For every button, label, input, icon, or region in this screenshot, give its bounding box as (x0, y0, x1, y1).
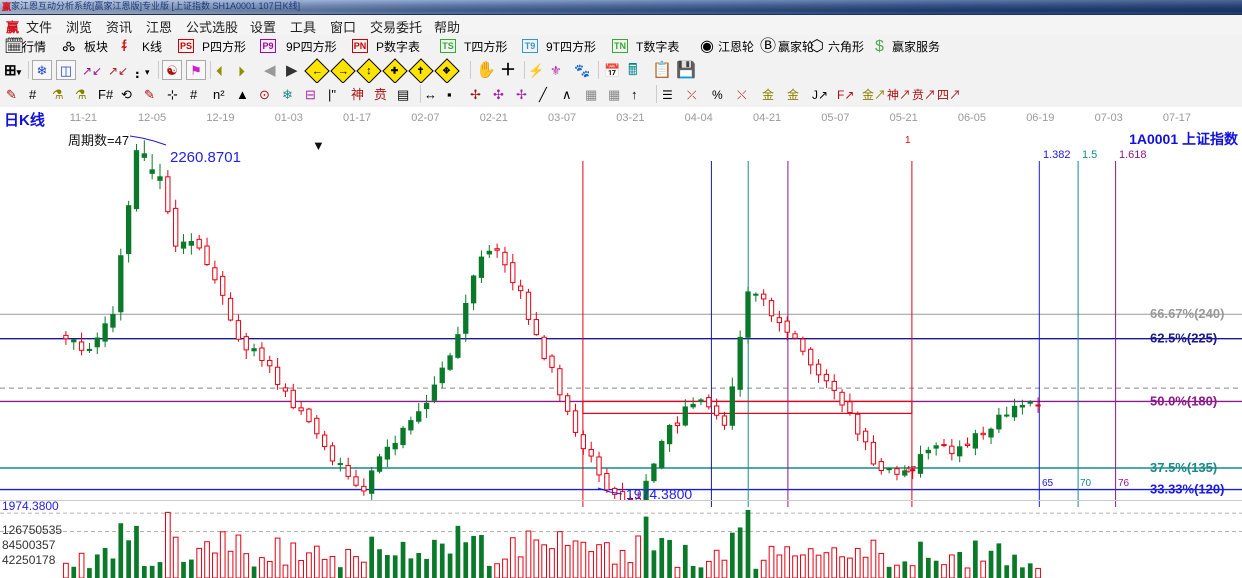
svg-text:66.67%(240): 66.67%(240) (1150, 306, 1224, 321)
svg-text:1.618: 1.618 (1119, 149, 1147, 161)
svg-text:50.0%(180): 50.0%(180) (1150, 393, 1217, 408)
svg-text:33.33%(120): 33.33%(120) (1150, 482, 1224, 497)
svg-text:2260.8701: 2260.8701 (170, 149, 241, 166)
svg-text:37.5%(135): 37.5%(135) (1150, 460, 1217, 475)
svg-text:1974.3800: 1974.3800 (2, 501, 59, 513)
svg-text:76: 76 (1118, 478, 1130, 489)
svg-text:47: 47 (905, 465, 917, 476)
svg-text:42250178: 42250178 (2, 553, 56, 567)
svg-text:126750535: 126750535 (2, 523, 62, 537)
svg-text:1: 1 (905, 135, 911, 146)
svg-text:1974.3800: 1974.3800 (626, 486, 692, 500)
svg-text:1.5: 1.5 (1082, 149, 1097, 161)
svg-text:70: 70 (1080, 478, 1092, 489)
svg-text:84500357: 84500357 (2, 538, 56, 552)
svg-text:1.382: 1.382 (1043, 149, 1071, 161)
svg-text:62.5%(225): 62.5%(225) (1150, 331, 1217, 346)
svg-text:65: 65 (1042, 478, 1054, 489)
